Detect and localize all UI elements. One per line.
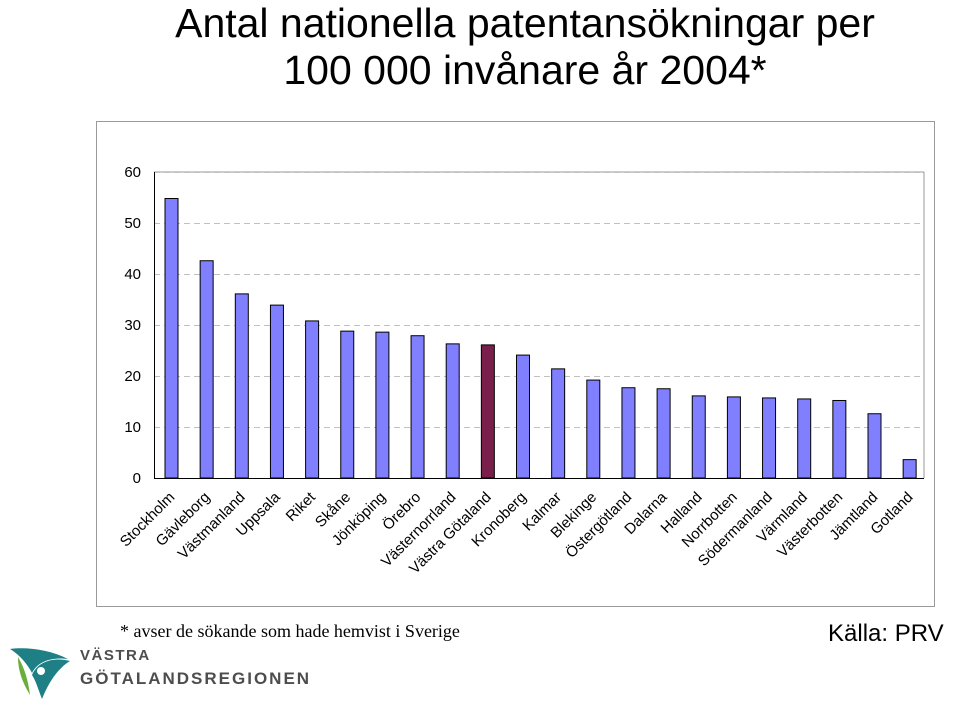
bar <box>551 368 566 479</box>
bar-highlight <box>480 344 495 479</box>
bar-chart: 0102030405060StockholmGävleborgVästmanla… <box>117 164 925 577</box>
chart-title: Antal nationella patentansökningar per 1… <box>0 0 960 94</box>
y-tick-label: 60 <box>124 164 141 181</box>
bar <box>832 399 847 479</box>
source-label: Källa: PRV <box>828 620 944 647</box>
footnote: * avser de sökande som hade hemvist i Sv… <box>120 621 460 641</box>
bar <box>726 396 741 479</box>
bar <box>867 413 882 479</box>
bar <box>445 343 460 479</box>
y-tick-label: 0 <box>133 470 141 487</box>
bar <box>164 198 179 479</box>
logo-text-line-1: VÄSTRA <box>80 647 151 664</box>
y-tick-label: 20 <box>124 368 141 385</box>
logo-text-line-2: GÖTALANDSREGIONEN <box>80 669 312 688</box>
bar <box>762 397 777 479</box>
bar <box>410 335 425 479</box>
bar <box>375 331 390 479</box>
logo-mark-icon <box>10 648 70 699</box>
bar <box>797 398 812 479</box>
bar <box>340 330 355 479</box>
y-tick-label: 10 <box>124 419 141 436</box>
bar <box>516 354 530 479</box>
bar <box>586 379 601 479</box>
bar <box>199 260 214 479</box>
title-line-2: 100 000 invånare år 2004* <box>283 47 767 93</box>
chart-panel: 0 10 20 30 40 50 60 Stockholm Gävleborg Västmanla… <box>96 121 935 607</box>
bar <box>902 459 917 479</box>
y-tick-label: 40 <box>124 266 141 283</box>
bar <box>305 320 320 479</box>
bar <box>269 304 284 479</box>
bar <box>621 387 636 479</box>
y-tick-label: 30 <box>124 317 141 334</box>
region-logo: VÄSTRA GÖTALANDSREGIONEN <box>8 645 312 705</box>
title-line-1: Antal nationella patentansökningar per <box>175 0 875 46</box>
bar <box>691 395 706 479</box>
bar <box>656 388 671 479</box>
bar <box>234 293 249 479</box>
y-tick-label: 50 <box>124 215 141 232</box>
